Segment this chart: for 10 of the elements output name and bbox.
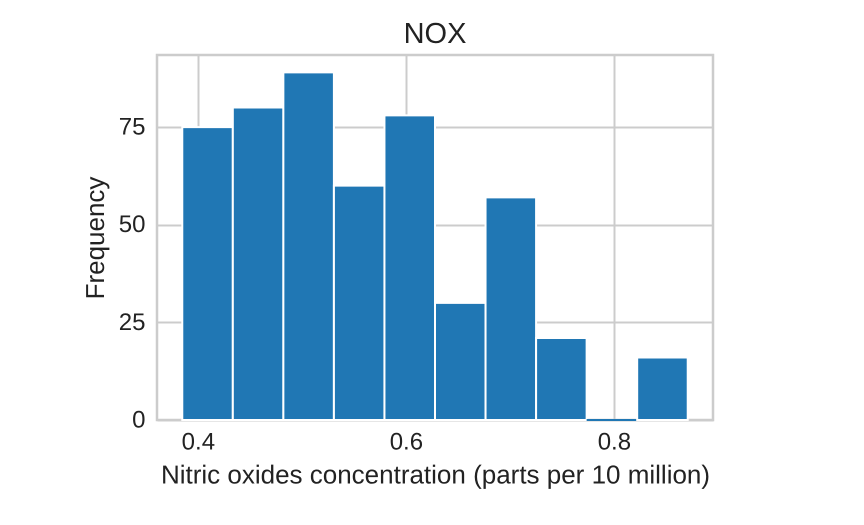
- y-tick-label: 50: [118, 211, 146, 238]
- chart-title: NOX: [404, 18, 466, 50]
- y-tick-label: 0: [132, 406, 146, 434]
- y-tick-label: 75: [118, 114, 146, 141]
- x-tick-label: 0.4: [182, 428, 216, 456]
- x-axis-title: Nitric oxides concentration (parts per 10 million): [160, 460, 710, 490]
- y-tick-label: 25: [118, 308, 146, 336]
- x-tick-label: 0.6: [390, 428, 424, 456]
- x-tick-label: 0.8: [598, 428, 632, 456]
- y-axis-title: Frequency: [80, 176, 110, 300]
